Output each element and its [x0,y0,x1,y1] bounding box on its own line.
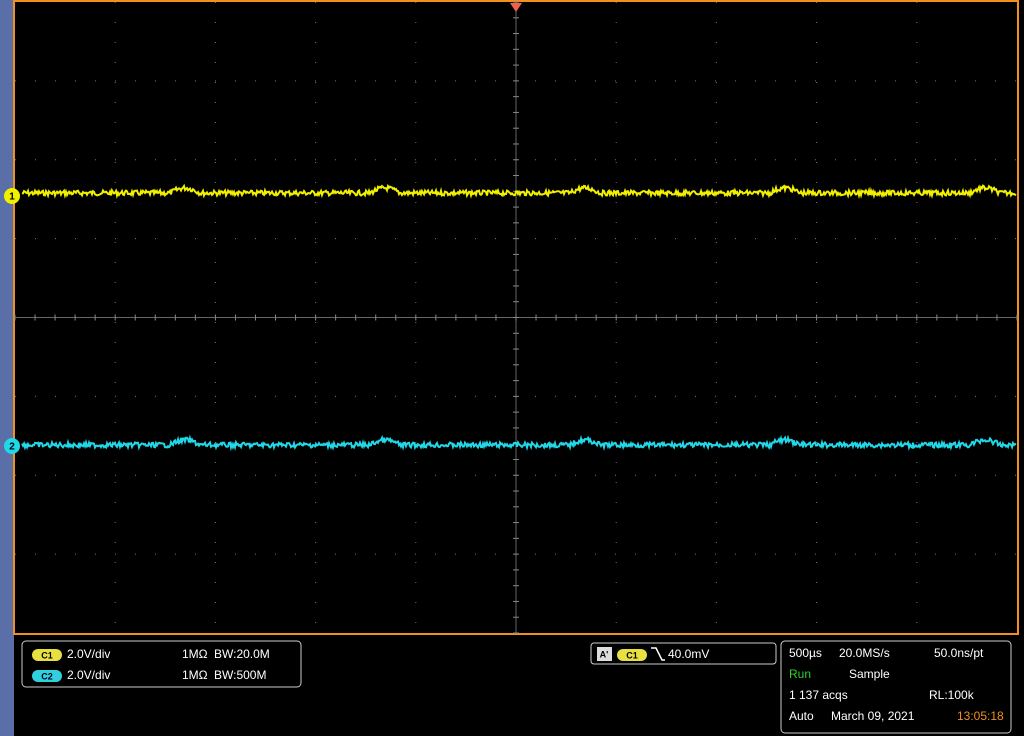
badge [597,647,612,661]
channel-marker [4,438,20,454]
badge [32,670,62,682]
side-strip [0,0,14,736]
impedance: 1MΩ [182,668,208,682]
channel-box [21,640,302,688]
resolution: 50.0ns/pt [934,646,984,660]
impedance: 1MΩ [182,647,208,661]
trace [21,183,1017,200]
time: 13:05:18 [957,709,1004,723]
scale: 2.0V/div [67,647,110,661]
badge [32,649,62,661]
channel-marker-label: 1 [9,192,15,203]
bandwidth: BW:500M [214,668,266,682]
badge-text: C1 [41,650,53,660]
badge [617,649,647,661]
trigger-mode: Auto [789,709,814,723]
time-div: 500µs [789,646,822,660]
scale: 2.0V/div [67,668,110,682]
badge-text: C2 [41,671,53,681]
bandwidth: BW:20.0M [214,647,270,661]
date: March 09, 2021 [831,709,915,723]
channel-marker-label: 2 [9,442,15,453]
trigger-level: 40.0mV [668,647,709,661]
trigger-position [510,3,522,12]
trace [21,434,1017,452]
run-state: Run [789,667,811,681]
record-length: RL:100k [929,688,975,702]
timebase-box [780,640,1012,734]
trigger-badge: A' [600,649,609,659]
acq-count: 1 137 acqs [789,688,848,702]
sample-rate: 20.0MS/s [839,646,890,660]
falling-edge-icon [651,647,665,661]
acq-mode: Sample [849,667,890,681]
graticule [14,1,1018,634]
channel-marker [4,188,20,204]
badge-text: C1 [626,650,638,660]
